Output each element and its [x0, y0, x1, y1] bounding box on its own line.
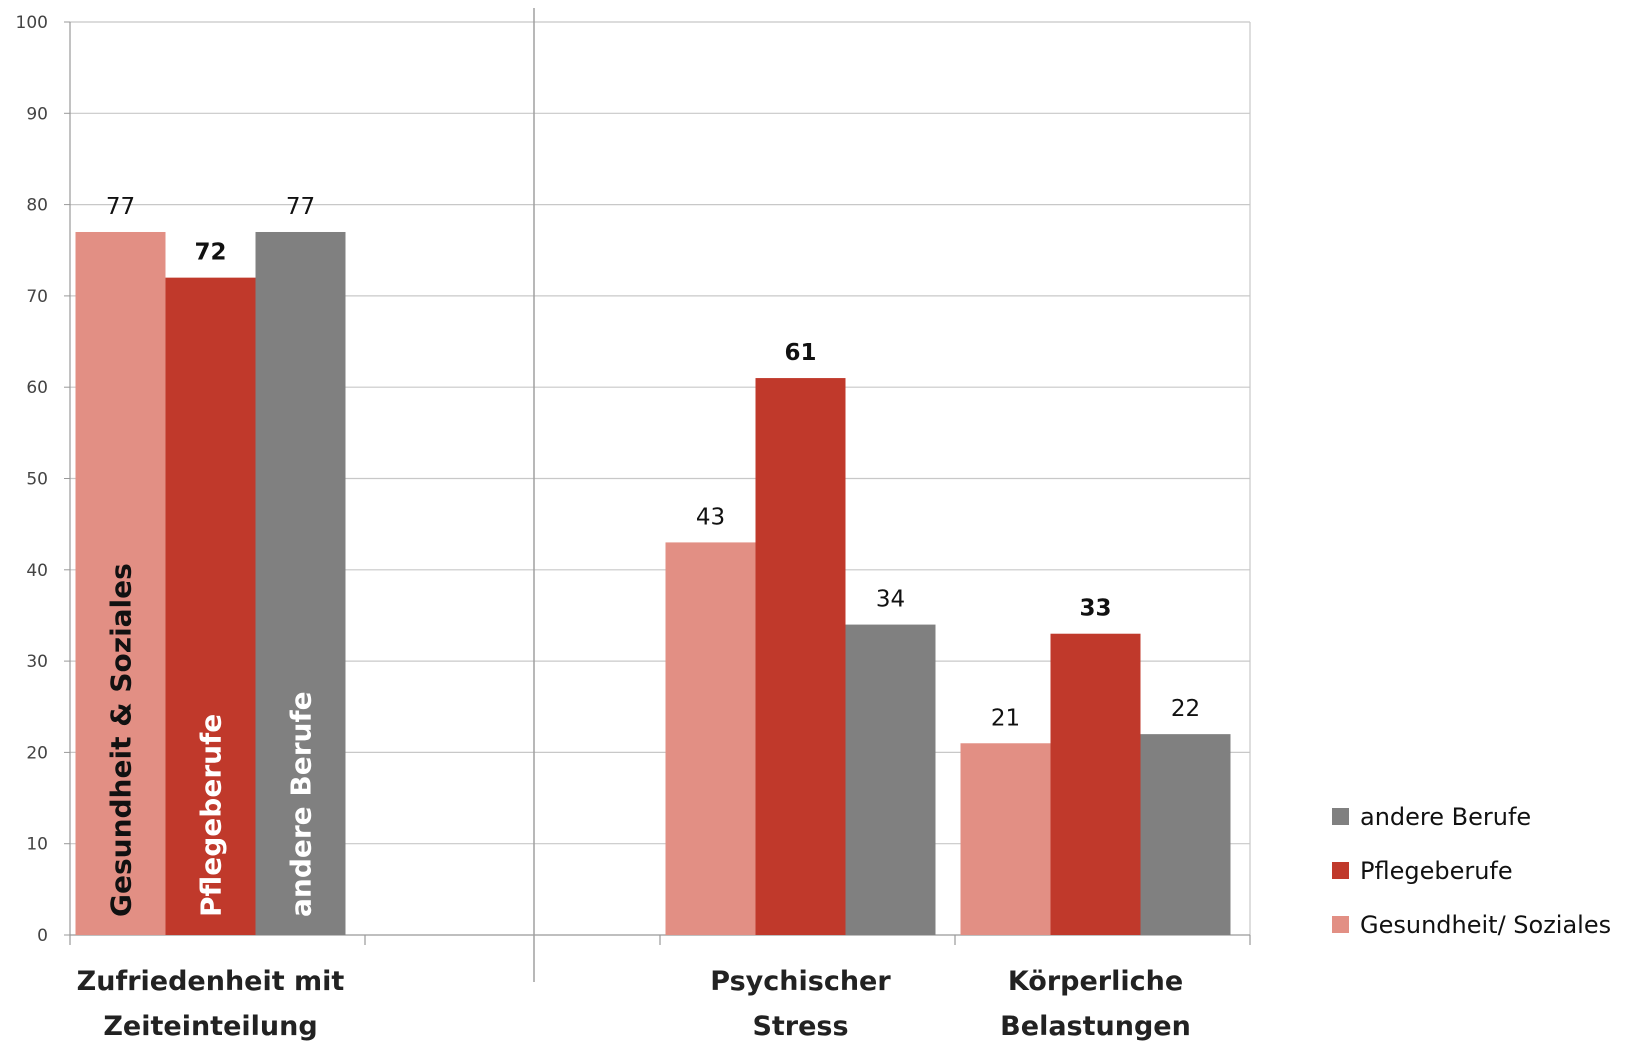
- y-tick-label: 90: [26, 104, 48, 124]
- data-label: 77: [106, 194, 135, 220]
- data-label: 72: [194, 240, 226, 266]
- bar-series-label: Gesundheit & Soziales: [105, 563, 138, 917]
- bar: [1050, 633, 1141, 935]
- data-label: 43: [696, 504, 725, 530]
- category-label: Psychischer Stress: [710, 966, 891, 1042]
- bar: [960, 743, 1051, 935]
- y-tick-label: 20: [26, 743, 48, 763]
- legend-label: andere Berufe: [1360, 803, 1531, 831]
- bar: [665, 542, 756, 935]
- legend-label: Pflegeberufe: [1360, 857, 1513, 885]
- data-labels: 77 Gesundheit & Soziales 72 Pflegeberufe 77 a…: [105, 194, 1201, 917]
- y-tick-label: 30: [26, 652, 48, 672]
- data-label: 33: [1079, 596, 1111, 622]
- data-label: 21: [991, 705, 1020, 731]
- legend: andere Berufe Pflegeberufe Gesundheit/ Soz…: [1332, 803, 1611, 939]
- bar: [165, 277, 256, 935]
- data-label: 77: [286, 194, 315, 220]
- data-label: 61: [784, 340, 816, 366]
- category-labels: Zufriedenheit mit Zeiteinteilung Psychisch…: [77, 966, 1191, 1042]
- legend-swatch: [1332, 862, 1349, 879]
- y-tick-label: 80: [26, 196, 48, 216]
- bar: [755, 378, 846, 935]
- bars: [75, 231, 1231, 936]
- bar-series-label: andere Berufe: [285, 691, 318, 917]
- bar: [255, 231, 346, 936]
- y-tick-label: 100: [16, 13, 48, 33]
- bar: [845, 624, 936, 935]
- bar-series-label: Pflegeberufe: [195, 714, 228, 917]
- category-label: Zufriedenheit mit Zeiteinteilung: [77, 966, 345, 1042]
- y-tick-label: 70: [26, 287, 48, 307]
- legend-swatch: [1332, 808, 1349, 825]
- bar: [75, 231, 166, 936]
- y-tick-label: 50: [26, 470, 48, 490]
- category-label: Körperliche Belastungen: [1000, 966, 1191, 1042]
- bar: [1140, 734, 1231, 935]
- legend-label: Gesundheit/ Soziales: [1360, 911, 1611, 939]
- y-tick-label: 40: [26, 561, 48, 581]
- data-label: 22: [1171, 696, 1200, 722]
- data-label: 34: [876, 587, 905, 613]
- y-tick-label: 60: [26, 378, 48, 398]
- y-tick-label: 10: [26, 835, 48, 855]
- legend-swatch: [1332, 916, 1349, 933]
- y-tick-label: 0: [37, 926, 48, 946]
